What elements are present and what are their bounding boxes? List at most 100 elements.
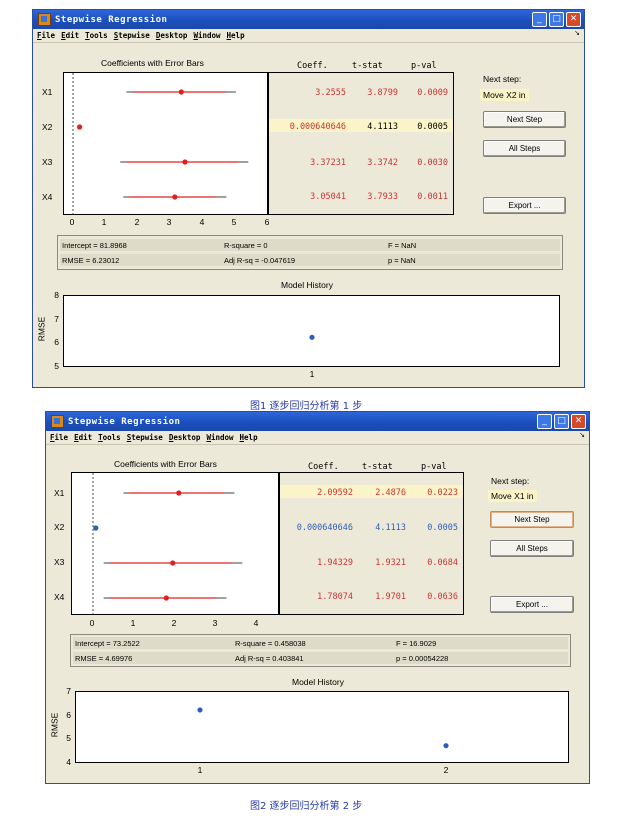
maximize-icon[interactable]: □ [549, 12, 564, 27]
intercept-text: Intercept = 73.2522 [75, 639, 140, 648]
menu-desktop[interactable]: Desktop [168, 433, 201, 442]
coef-table[interactable]: 3.2555 3.8799 0.0009 0.000640646 4.1113 … [268, 72, 454, 215]
next-step-label: Next step: [483, 74, 522, 84]
menu-stepwise[interactable]: Stepwise [113, 31, 150, 40]
xtick: 1 [309, 369, 315, 379]
coef-plot-title: Coefficients with Error Bars [114, 459, 217, 469]
table-row-1-tstat: 2.4876 [375, 488, 406, 498]
menu-edit[interactable]: Edit [61, 31, 80, 40]
all-steps-button[interactable]: All Steps [483, 140, 566, 157]
table-row-4-coeff: 1.78074 [317, 592, 353, 602]
table-row-4-tstat: 1.9701 [375, 592, 406, 602]
coef-marks-1 [77, 89, 249, 200]
menu-window[interactable]: Window [206, 433, 234, 442]
close-icon[interactable]: ✕ [571, 414, 586, 429]
next-step-button[interactable]: Next Step [483, 111, 566, 128]
close-icon[interactable]: ✕ [566, 12, 581, 27]
table-row-1-coeff: 3.2555 [315, 88, 346, 98]
history-plot[interactable] [75, 691, 569, 763]
xtick: 6 [264, 217, 270, 227]
table-row-2-coeff: 0.000640646 [296, 523, 353, 533]
window-title: Stepwise Regression [55, 14, 168, 25]
xtick: 4 [199, 217, 205, 227]
table-row-2-pval: 0.0005 [427, 523, 458, 533]
minimize-icon[interactable]: _ [537, 414, 552, 429]
intercept-text: Intercept = 81.8968 [62, 241, 127, 250]
menu-help[interactable]: Help [226, 31, 245, 40]
coef-point [176, 490, 182, 496]
ytick: 8 [54, 290, 59, 300]
ytick: 7 [54, 314, 59, 324]
menu-tools[interactable]: Tools [85, 31, 108, 40]
minimize-icon[interactable]: _ [532, 12, 547, 27]
coef-point [178, 89, 184, 95]
xtick: 5 [231, 217, 237, 227]
menu-dock-arrow-icon[interactable]: ↘ [579, 432, 585, 439]
stats-panel: Intercept = 73.2522 R-square = 0.458038 … [70, 634, 571, 667]
next-step-label: Next step: [491, 476, 530, 486]
ytick: 5 [66, 733, 71, 743]
row-label-x2: X2 [54, 522, 65, 532]
xtick: 0 [69, 217, 75, 227]
table-row-3-coeff: 1.94329 [317, 558, 353, 568]
header-coeff: Coeff. [308, 462, 339, 472]
history-point [443, 743, 449, 749]
header-tstat: t-stat [362, 462, 393, 472]
history-plot[interactable] [63, 295, 560, 367]
menu-window[interactable]: Window [193, 31, 221, 40]
menu-file[interactable]: File [50, 433, 69, 442]
coef-point [163, 595, 169, 601]
menu-dock-arrow-icon[interactable]: ↘ [574, 30, 580, 37]
export-button[interactable]: Export ... [483, 197, 566, 214]
adj-rsq-text: Adj R-sq = 0.403841 [235, 654, 304, 663]
coef-plot-title: Coefficients with Error Bars [101, 58, 204, 68]
xtick: 2 [443, 765, 449, 775]
ytick: 6 [66, 710, 71, 720]
f-text: F = NaN [388, 241, 417, 250]
menu-bar: File Edit Tools Stepwise Desktop Window … [46, 431, 589, 445]
all-steps-button[interactable]: All Steps [490, 540, 574, 557]
title-bar[interactable]: Stepwise Regression _ □ ✕ [46, 412, 589, 431]
coef-plot[interactable] [63, 72, 268, 215]
menu-file[interactable]: File [37, 31, 56, 40]
coef-plot[interactable] [71, 472, 279, 615]
history-title: Model History [281, 280, 333, 290]
matlab-icon [38, 13, 51, 26]
next-step-value: Move X1 in [488, 490, 537, 502]
menu-bar: File Edit Tools Stepwise Desktop Window … [33, 29, 584, 43]
menu-edit[interactable]: Edit [74, 433, 93, 442]
table-row-2-tstat: 4.1113 [367, 122, 398, 132]
adj-rsq-text: Adj R-sq = -0.047619 [224, 256, 296, 265]
next-step-value: Move X2 in [480, 89, 529, 101]
table-row-2-tstat: 4.1113 [375, 523, 406, 533]
menu-tools[interactable]: Tools [98, 433, 121, 442]
xtick: 1 [130, 618, 136, 628]
xtick: 1 [197, 765, 203, 775]
menu-help[interactable]: Help [239, 433, 258, 442]
maximize-icon[interactable]: □ [554, 414, 569, 429]
caption-1: 图1 逐步回归分析第 1 步 [250, 401, 363, 412]
ytick: 4 [66, 757, 71, 767]
title-bar[interactable]: Stepwise Regression _ □ ✕ [33, 10, 584, 29]
table-row-2-highlight [269, 119, 453, 132]
f-text: F = 16.9029 [396, 639, 437, 648]
coef-point [170, 560, 176, 566]
table-row-4-tstat: 3.7933 [367, 192, 398, 202]
ytick: 7 [66, 686, 71, 696]
ytick: 5 [54, 361, 59, 371]
next-step-button[interactable]: Next Step [490, 511, 574, 528]
coef-table[interactable]: 2.09592 2.4876 0.0223 0.000640646 4.1113… [279, 472, 464, 615]
rsquare-text: R-square = 0.458038 [235, 639, 306, 648]
stepwise-window-1: Stepwise Regression _ □ ✕ File Edit Tool… [32, 9, 585, 388]
header-tstat: t-stat [352, 61, 383, 71]
header-pval: p-val [411, 61, 437, 71]
row-label-x4: X4 [54, 592, 65, 602]
menu-stepwise[interactable]: Stepwise [126, 433, 163, 442]
menu-desktop[interactable]: Desktop [155, 31, 188, 40]
table-row-4-coeff: 3.05041 [310, 192, 346, 202]
rmse-text: RMSE = 4.69976 [75, 654, 133, 663]
xtick: 4 [253, 618, 259, 628]
export-button[interactable]: Export ... [490, 596, 574, 613]
row-label-x1: X1 [42, 87, 53, 97]
table-row-2-coeff: 0.000640646 [289, 122, 346, 132]
